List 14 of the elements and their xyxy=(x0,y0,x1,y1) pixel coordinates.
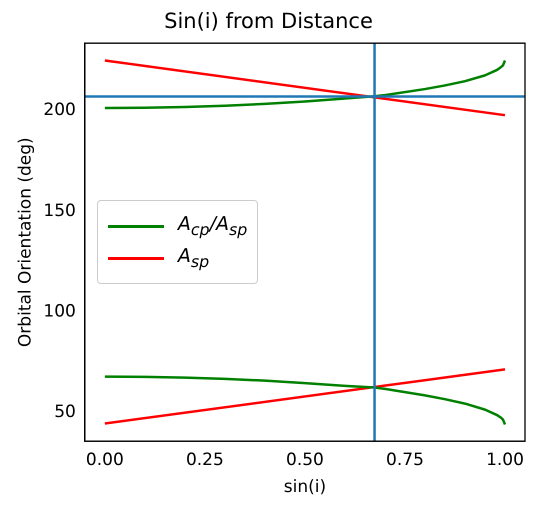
x-tick-label: 0.75 xyxy=(386,450,424,470)
y-tick-label: 50 xyxy=(54,402,76,422)
legend-label: A$_{cp}$/A$_{sp}$ xyxy=(178,213,248,240)
x-tick-label: 0.00 xyxy=(86,450,124,470)
x-tick-label: 0.25 xyxy=(186,450,224,470)
y-tick-label: 100 xyxy=(43,301,76,322)
y-tick-label: 150 xyxy=(43,200,76,221)
chart-title: Sin(i) from Distance xyxy=(164,9,373,34)
y-tick-label: 200 xyxy=(43,100,76,120)
legend-label: A$_{sp}$ xyxy=(178,245,210,271)
x-tick-label: 1.00 xyxy=(486,450,524,470)
x-tick-label: 0.50 xyxy=(286,450,324,470)
y-axis-title: Orbital Orientation (deg) xyxy=(16,137,36,348)
x-axis-title: sin(i) xyxy=(284,477,326,498)
